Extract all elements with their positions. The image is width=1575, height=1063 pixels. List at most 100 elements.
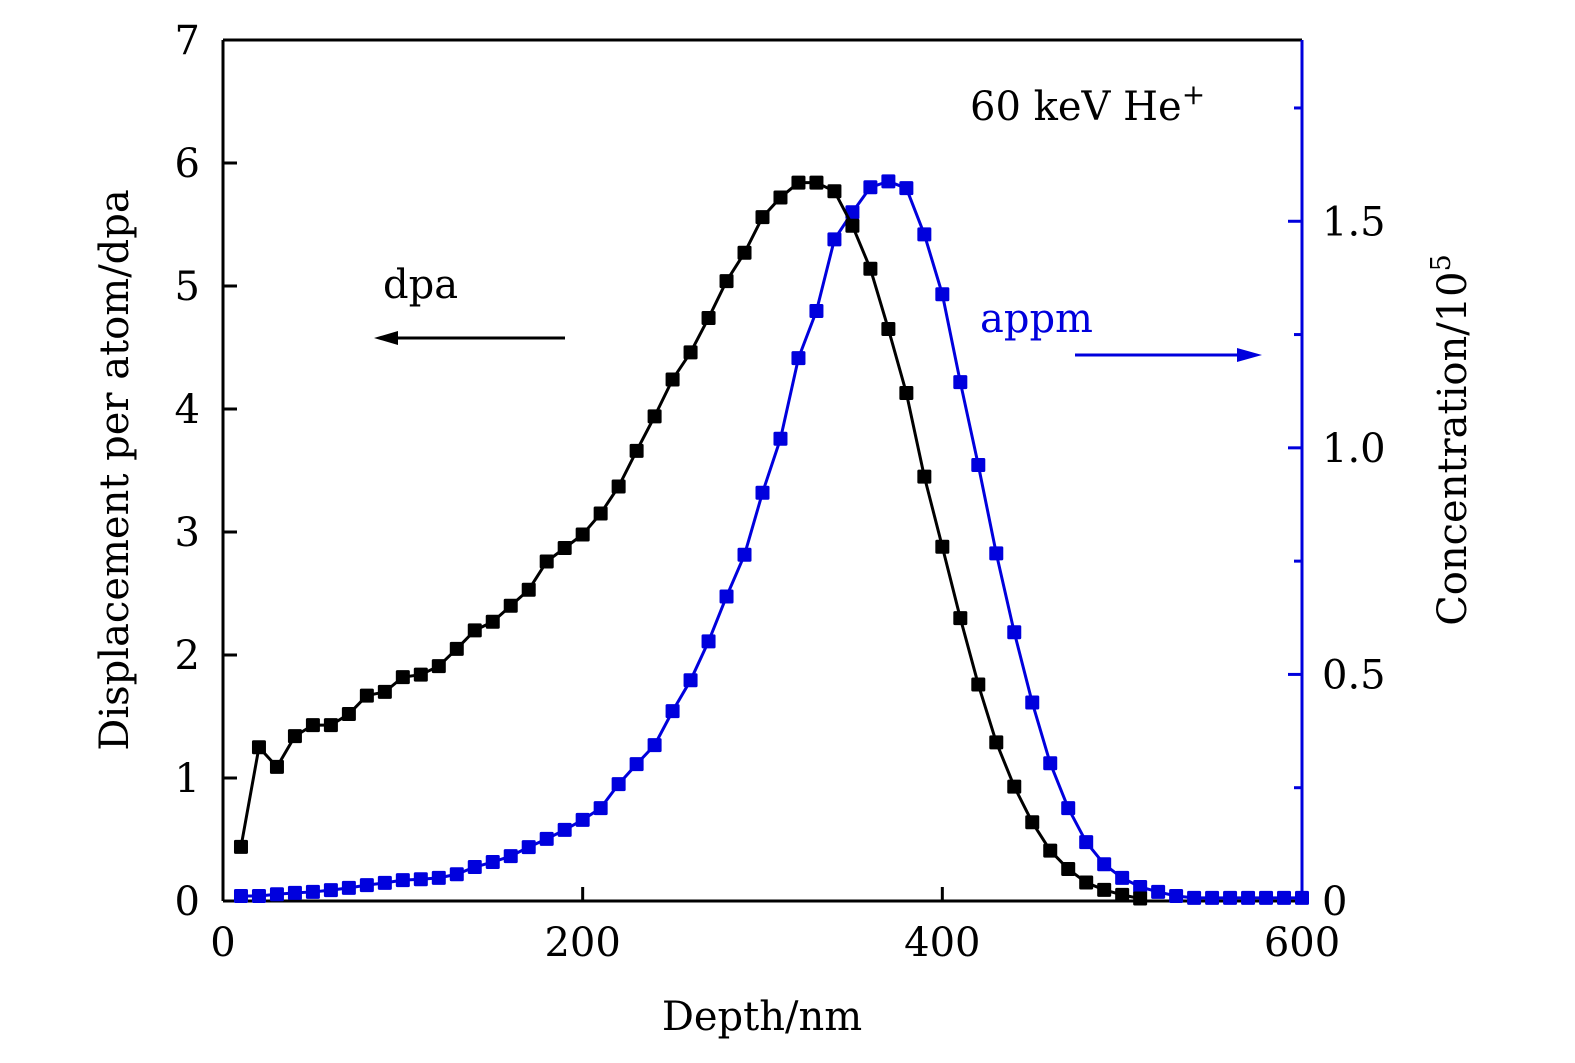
data-point-appm xyxy=(1025,695,1040,710)
x-tick-label: 600 xyxy=(1264,920,1340,966)
appm-arrow-label: appm xyxy=(980,296,1093,342)
series-line-dpa xyxy=(239,181,1141,901)
y-left-tick-label: 1 xyxy=(175,756,200,802)
data-point-appm xyxy=(719,589,734,604)
dpa-left-arrow-icon xyxy=(374,331,565,345)
data-point-appm xyxy=(899,181,914,196)
x-tick-label: 400 xyxy=(904,920,980,966)
data-point-appm xyxy=(1205,890,1220,905)
y-right-tick-label: 0.5 xyxy=(1322,652,1386,698)
ion-energy-text: 60 keV He xyxy=(970,84,1182,130)
data-point-dpa xyxy=(503,598,518,613)
data-point-dpa xyxy=(647,409,662,424)
data-point-dpa xyxy=(917,469,932,484)
y-right-axis-ticks: 0 0.5 1.0 1.5 xyxy=(1288,106,1386,925)
y-right-axis-title-exponent: 5 xyxy=(1426,254,1457,271)
data-point-dpa xyxy=(449,641,464,656)
data-point-appm xyxy=(1007,625,1022,640)
data-point-appm xyxy=(1295,890,1309,905)
y-left-axis-title: Displacement per atom/dpa xyxy=(92,189,138,750)
data-point-dpa xyxy=(1025,815,1040,830)
data-point-appm xyxy=(593,801,608,816)
data-point-dpa xyxy=(377,684,392,699)
data-point-appm xyxy=(809,303,824,318)
data-point-appm xyxy=(755,485,770,500)
data-point-dpa xyxy=(719,274,734,289)
data-point-appm xyxy=(431,870,446,885)
appm-right-arrow-icon xyxy=(1075,348,1262,362)
data-point-appm xyxy=(1115,870,1130,885)
data-point-appm xyxy=(701,634,716,649)
data-point-appm xyxy=(683,673,698,688)
data-point-dpa xyxy=(1115,887,1130,902)
data-point-appm xyxy=(647,738,662,753)
data-point-dpa xyxy=(791,175,806,190)
data-point-dpa xyxy=(827,184,842,199)
series-appm xyxy=(233,174,1309,905)
data-point-dpa xyxy=(593,506,608,521)
data-point-dpa xyxy=(1097,882,1112,897)
y-right-tick-label: 0 xyxy=(1322,879,1347,925)
data-point-appm xyxy=(1277,890,1292,905)
data-point-appm xyxy=(305,884,320,899)
data-point-dpa xyxy=(305,718,320,733)
data-point-dpa xyxy=(359,688,374,703)
ion-energy-annotation: 60 keV He+ xyxy=(970,78,1205,130)
data-point-appm xyxy=(935,287,950,302)
data-point-appm xyxy=(1223,890,1238,905)
data-point-appm xyxy=(287,885,302,900)
data-point-appm xyxy=(863,180,878,195)
data-point-dpa xyxy=(845,218,860,233)
data-point-appm xyxy=(467,860,482,875)
data-point-appm xyxy=(953,375,968,390)
data-point-dpa xyxy=(1061,862,1076,877)
data-point-appm xyxy=(377,875,392,890)
data-point-appm xyxy=(395,873,410,888)
y-right-axis-title: Concentration/105 xyxy=(1426,254,1476,626)
y-left-tick-label: 2 xyxy=(175,633,200,679)
data-point-dpa xyxy=(341,707,356,722)
data-point-dpa xyxy=(287,729,302,744)
data-point-appm xyxy=(557,822,572,837)
plot-frame xyxy=(221,38,1304,903)
data-point-dpa xyxy=(683,345,698,360)
data-point-appm xyxy=(773,431,788,446)
data-point-appm xyxy=(449,867,464,882)
y-left-tick-label: 3 xyxy=(175,510,200,556)
data-point-appm xyxy=(323,883,338,898)
data-point-dpa xyxy=(521,582,536,597)
data-point-dpa xyxy=(701,310,716,325)
data-point-dpa xyxy=(881,322,896,337)
data-point-appm xyxy=(611,777,626,792)
data-point-appm xyxy=(1133,879,1148,894)
y-left-tick-label: 4 xyxy=(175,387,200,433)
data-point-dpa xyxy=(467,623,482,638)
series-layer xyxy=(233,174,1309,906)
data-point-appm xyxy=(251,889,266,904)
data-point-appm xyxy=(413,872,428,887)
x-tick-label: 0 xyxy=(210,920,235,966)
data-point-appm xyxy=(539,831,554,846)
data-point-appm xyxy=(971,458,986,473)
data-point-dpa xyxy=(1007,779,1022,794)
data-point-appm xyxy=(989,546,1004,561)
x-tick-label: 200 xyxy=(544,920,620,966)
data-point-dpa xyxy=(899,386,914,401)
data-point-appm xyxy=(1097,857,1112,872)
y-right-axis-title-base: Concentration/10 xyxy=(1430,271,1476,625)
data-point-dpa xyxy=(413,667,428,682)
data-point-appm xyxy=(503,849,518,864)
data-point-dpa xyxy=(809,175,824,190)
data-point-dpa xyxy=(323,718,338,733)
data-point-dpa xyxy=(395,670,410,685)
data-point-appm xyxy=(575,812,590,827)
data-point-appm xyxy=(1259,890,1274,905)
data-point-appm xyxy=(629,757,644,772)
data-point-appm xyxy=(1169,889,1184,904)
data-point-dpa xyxy=(863,261,878,276)
data-point-appm xyxy=(1151,884,1166,899)
y-right-tick-label: 1.0 xyxy=(1322,426,1386,472)
dpa-arrow-label: dpa xyxy=(383,262,458,308)
data-point-appm xyxy=(485,855,500,870)
